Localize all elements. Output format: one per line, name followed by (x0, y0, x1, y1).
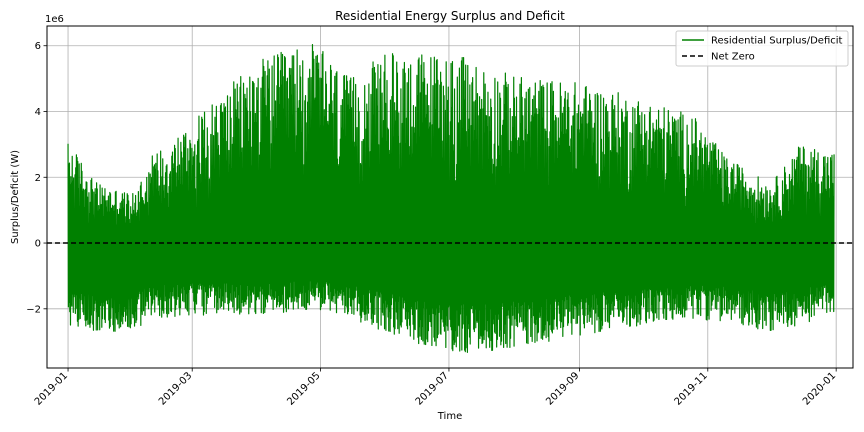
chart-title: Residential Energy Surplus and Deficit (335, 9, 565, 23)
x-tick-label: 2019-05 (285, 370, 322, 407)
y-tick-label: 6 (35, 41, 41, 52)
plot-frame (46, 25, 854, 369)
x-tick-label: 2019-09 (544, 370, 581, 407)
x-tick-label: 2020-01 (801, 370, 838, 407)
x-tick-label: 2019-03 (157, 370, 194, 407)
legend-label-surplus: Residential Surplus/Deficit (711, 36, 843, 47)
plot-area (47, 43, 853, 353)
x-axis: 2019-01 2019-03 2019-05 2019-07 2019-09 2019-… (33, 368, 838, 408)
y-axis-label: Surplus/Deficit (W) (10, 150, 21, 244)
y-axis-scale-note: 1e6 (45, 14, 64, 25)
legend-box (675, 30, 849, 67)
legend-label-net-zero: Net Zero (711, 52, 755, 63)
x-tick-label: 2019-01 (33, 370, 70, 407)
y-axis: −2 0 2 4 6 (26, 41, 47, 315)
x-tick-label: 2019-07 (414, 370, 451, 407)
y-tick-label: 2 (35, 173, 41, 184)
y-tick-label: 0 (35, 239, 41, 250)
y-tick-label: −2 (26, 304, 41, 315)
x-axis-label: Time (437, 411, 462, 422)
y-tick-label: 4 (35, 107, 41, 118)
legend: Residential Surplus/Deficit Net Zero (675, 30, 849, 67)
series-line-surplus (67, 43, 835, 353)
x-tick-label: 2019-11 (673, 370, 710, 407)
